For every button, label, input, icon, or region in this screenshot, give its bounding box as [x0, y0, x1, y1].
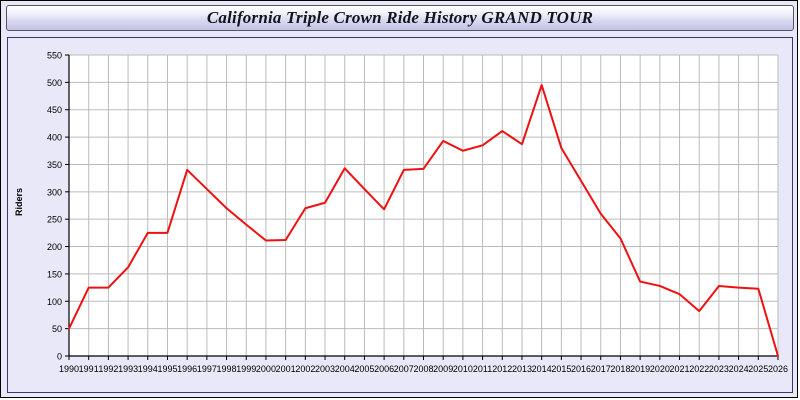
- svg-text:2010: 2010: [453, 364, 473, 374]
- svg-text:2018: 2018: [610, 364, 630, 374]
- svg-text:1995: 1995: [157, 364, 177, 374]
- svg-text:250: 250: [47, 215, 62, 225]
- svg-text:2014: 2014: [532, 364, 552, 374]
- svg-text:2020: 2020: [650, 364, 670, 374]
- svg-text:2021: 2021: [670, 364, 690, 374]
- svg-text:1990: 1990: [59, 364, 79, 374]
- svg-text:2012: 2012: [492, 364, 512, 374]
- svg-text:2011: 2011: [473, 364, 492, 374]
- svg-text:2013: 2013: [512, 364, 532, 374]
- svg-text:2022: 2022: [689, 364, 709, 374]
- svg-text:2008: 2008: [413, 364, 433, 374]
- svg-text:2009: 2009: [433, 364, 453, 374]
- svg-text:1999: 1999: [236, 364, 256, 374]
- svg-text:150: 150: [47, 269, 62, 279]
- svg-text:300: 300: [47, 187, 62, 197]
- svg-text:2007: 2007: [394, 364, 414, 374]
- title-bar: California Triple Crown Ride History GRA…: [6, 5, 794, 31]
- svg-text:2003: 2003: [315, 364, 335, 374]
- svg-text:2017: 2017: [591, 364, 611, 374]
- svg-text:1992: 1992: [98, 364, 118, 374]
- svg-text:400: 400: [47, 133, 62, 143]
- svg-text:2025: 2025: [748, 364, 768, 374]
- svg-text:0: 0: [57, 352, 62, 362]
- svg-text:350: 350: [47, 160, 62, 170]
- svg-text:100: 100: [47, 297, 62, 307]
- plot-panel: Riders 0 50 100 150 200 250 300 350 400 450 500 550…: [7, 37, 793, 393]
- svg-text:2023: 2023: [709, 364, 729, 374]
- svg-text:1996: 1996: [177, 364, 197, 374]
- svg-text:500: 500: [47, 78, 62, 88]
- svg-text:2002: 2002: [295, 364, 315, 374]
- svg-text:1993: 1993: [118, 364, 138, 374]
- svg-text:2006: 2006: [374, 364, 394, 374]
- svg-text:2004: 2004: [335, 364, 355, 374]
- svg-text:200: 200: [47, 242, 62, 252]
- svg-text:2026: 2026: [768, 364, 788, 374]
- svg-text:2000: 2000: [256, 364, 276, 374]
- svg-text:1997: 1997: [197, 364, 217, 374]
- svg-text:2019: 2019: [630, 364, 650, 374]
- svg-text:2001: 2001: [276, 364, 296, 374]
- svg-text:1994: 1994: [138, 364, 158, 374]
- svg-text:1991: 1991: [79, 364, 99, 374]
- svg-text:550: 550: [47, 51, 62, 61]
- svg-text:2015: 2015: [551, 364, 571, 374]
- svg-text:450: 450: [47, 105, 62, 115]
- svg-text:2016: 2016: [571, 364, 591, 374]
- svg-text:1998: 1998: [217, 364, 237, 374]
- svg-text:50: 50: [52, 324, 62, 334]
- svg-text:2024: 2024: [729, 364, 749, 374]
- page-title: California Triple Crown Ride History GRA…: [206, 8, 594, 27]
- svg-text:2005: 2005: [354, 364, 374, 374]
